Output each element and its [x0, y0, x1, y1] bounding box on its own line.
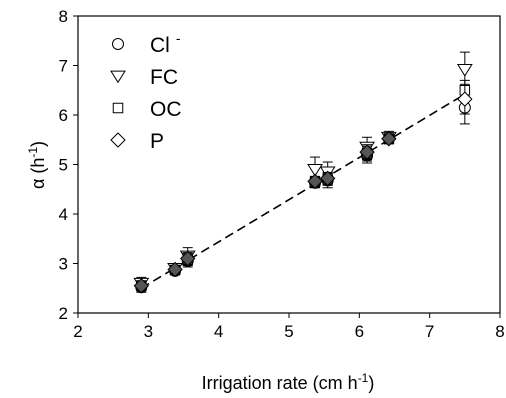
- y-tick-label: 2: [59, 304, 68, 323]
- x-tick-label: 4: [214, 322, 223, 341]
- y-tick-label: 8: [59, 7, 68, 26]
- x-axis-label: Irrigation rate (cm h-1): [202, 371, 375, 393]
- legend-marker: [112, 102, 124, 114]
- legend-label: OC: [150, 98, 182, 121]
- x-tick-label: 5: [284, 322, 293, 341]
- data-point: [381, 131, 397, 147]
- y-tick-label: 7: [59, 57, 68, 76]
- legend-label: Cl -: [150, 30, 181, 57]
- data-point: [359, 144, 375, 160]
- data-point: [319, 170, 336, 187]
- fit-line: [140, 93, 466, 289]
- data-point: [307, 164, 323, 177]
- legend-label: P: [150, 130, 164, 153]
- plot-frame: [77, 15, 501, 314]
- data-point: [456, 64, 473, 77]
- y-tick-label: 3: [59, 255, 68, 274]
- data-point: [133, 278, 150, 294]
- data-point: [167, 261, 183, 278]
- x-tick-label: 3: [144, 322, 153, 341]
- axes: 2 3 4 5 6 7 8 2 3 4 5 6 7 8: [59, 7, 505, 341]
- y-tick-label: 5: [59, 156, 68, 175]
- data-point: [307, 173, 323, 190]
- x-tick-label: 8: [495, 322, 504, 341]
- y-tick-label: 6: [59, 106, 68, 125]
- x-tick-label: 6: [355, 322, 364, 341]
- data-point: [457, 91, 473, 107]
- data-point: [180, 250, 196, 267]
- x-tick-label: 2: [73, 322, 82, 341]
- x-tick-label: 7: [425, 322, 434, 341]
- legend-marker: [110, 70, 126, 84]
- legend: Cl - FC OC P: [110, 30, 182, 153]
- legend-marker: [110, 132, 126, 148]
- data-points: [133, 51, 473, 294]
- fit-line-group: [140, 93, 466, 289]
- legend-marker: [112, 38, 124, 50]
- y-tick-label: 4: [59, 205, 68, 224]
- y-axis-label: α (h-1): [26, 141, 48, 189]
- legend-label: FC: [150, 66, 178, 89]
- series-p: [133, 83, 473, 294]
